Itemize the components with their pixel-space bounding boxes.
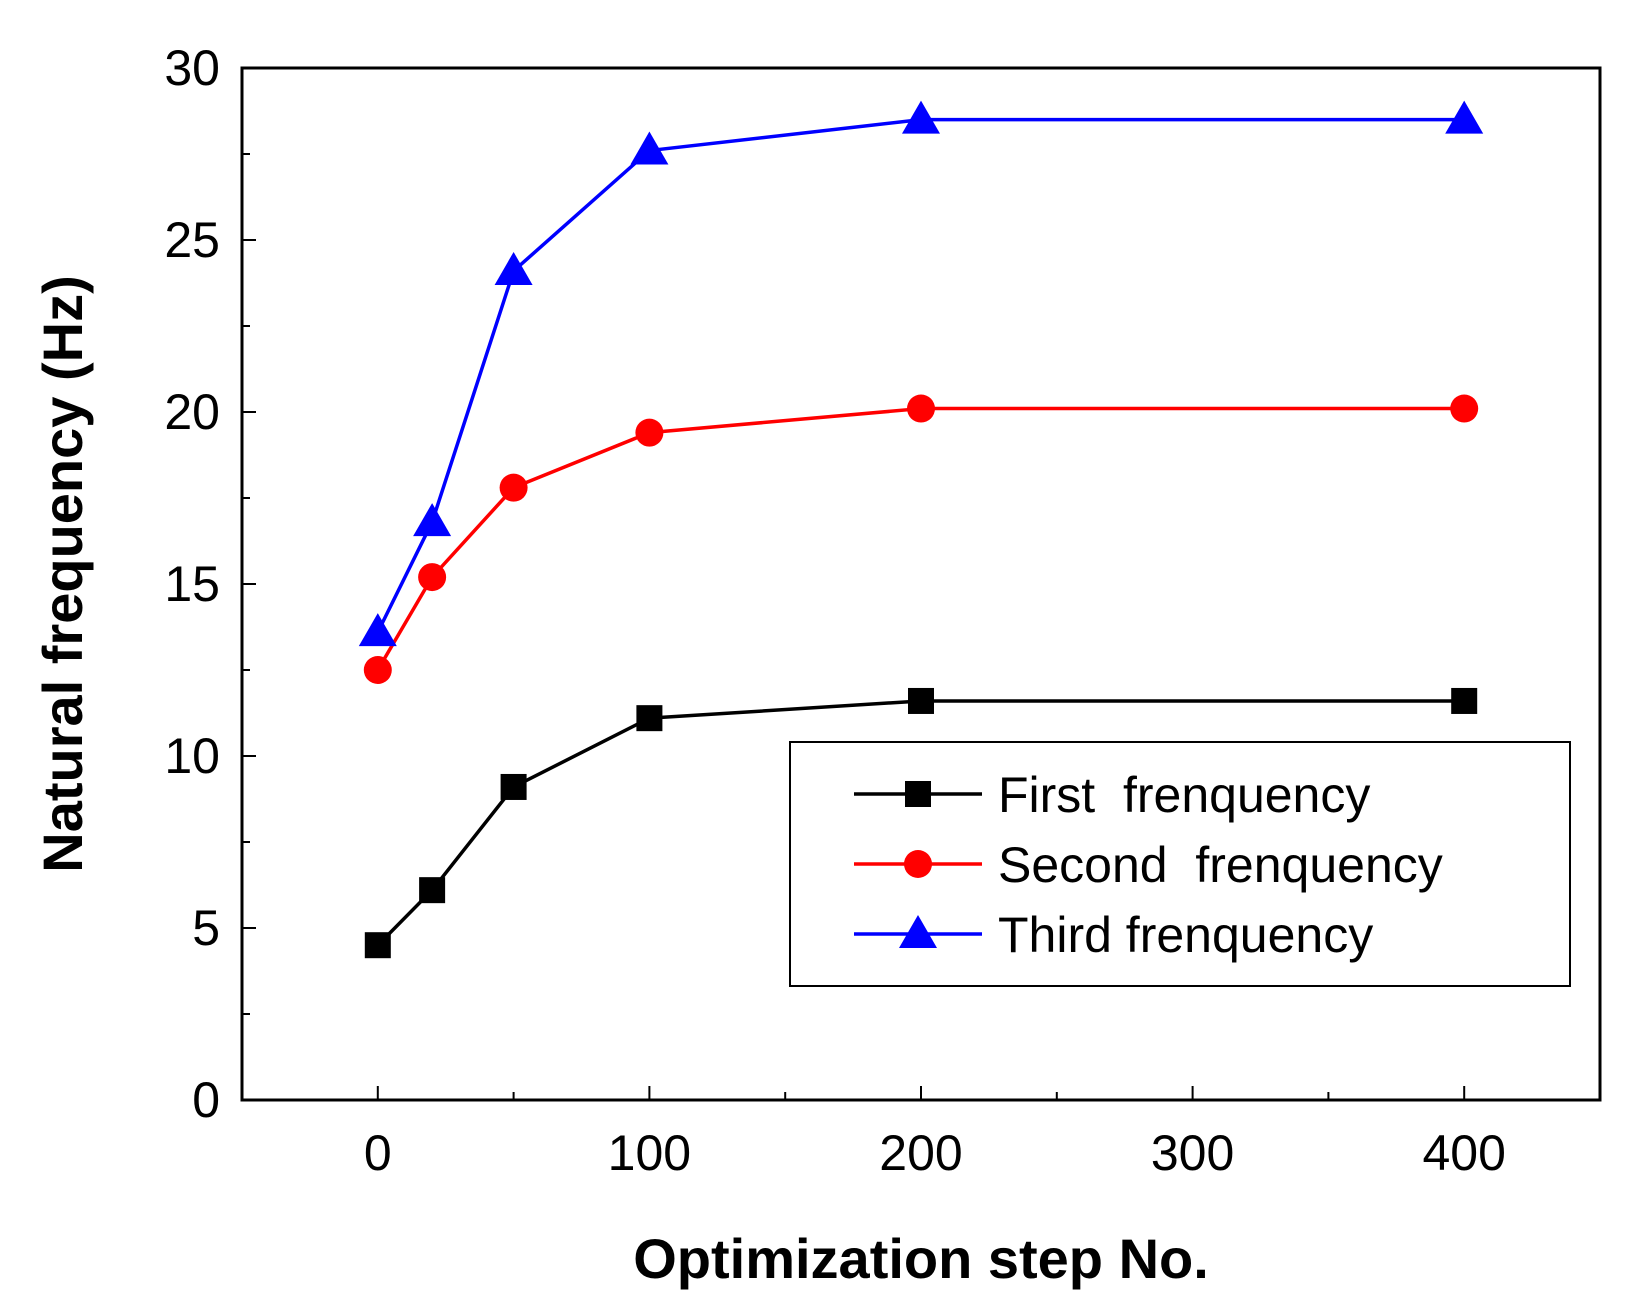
y-tick-label: 5 — [192, 900, 220, 956]
y-tick-label: 15 — [164, 556, 220, 612]
legend-item: Second frenquency — [854, 837, 1443, 893]
legend-label: First frenquency — [998, 767, 1370, 823]
data-point — [419, 877, 446, 904]
legend-item: First frenquency — [854, 767, 1370, 823]
series-group — [358, 100, 1484, 959]
data-point — [902, 100, 940, 134]
legend-marker — [899, 915, 937, 948]
y-axis-title: Natural frequency (Hz) — [31, 275, 94, 872]
series-line — [376, 406, 1465, 671]
y-tick-label: 0 — [192, 1072, 220, 1128]
legend-marker — [905, 781, 931, 807]
data-point — [358, 613, 397, 647]
data-point — [635, 418, 664, 447]
y-tick-label: 30 — [164, 40, 220, 96]
data-point — [413, 503, 452, 537]
data-point — [1451, 687, 1478, 714]
data-point — [636, 705, 663, 732]
data-point — [364, 932, 391, 959]
series-3 — [358, 100, 1484, 647]
data-point — [499, 473, 528, 502]
data-point — [1450, 394, 1479, 423]
x-tick-label: 100 — [608, 1125, 691, 1181]
y-tick-label: 20 — [164, 384, 220, 440]
y-tick-label: 10 — [164, 728, 220, 784]
data-point — [500, 773, 527, 800]
data-point — [907, 394, 935, 423]
x-tick-label: 0 — [364, 1125, 392, 1181]
y-tick-label: 25 — [164, 212, 220, 268]
x-tick-label: 300 — [1151, 1125, 1234, 1181]
data-point — [630, 131, 669, 165]
legend: First frenquency Second frenquency Third f… — [789, 741, 1571, 987]
data-point — [908, 687, 934, 714]
series-1 — [364, 687, 1478, 959]
data-point — [1445, 100, 1484, 134]
data-point — [363, 656, 392, 684]
data-point — [418, 563, 447, 592]
legend-label: Third frenquency — [998, 907, 1373, 963]
data-point — [494, 251, 533, 285]
series-2 — [363, 394, 1479, 684]
series-line — [376, 117, 1465, 633]
x-axis-title: Optimization step No. — [633, 1227, 1209, 1290]
x-tick-label: 200 — [879, 1125, 962, 1181]
legend-marker — [904, 850, 932, 878]
legend-item: Third frenquency — [854, 907, 1373, 963]
legend-label: Second frenquency — [998, 837, 1443, 893]
x-tick-label: 400 — [1422, 1125, 1505, 1181]
